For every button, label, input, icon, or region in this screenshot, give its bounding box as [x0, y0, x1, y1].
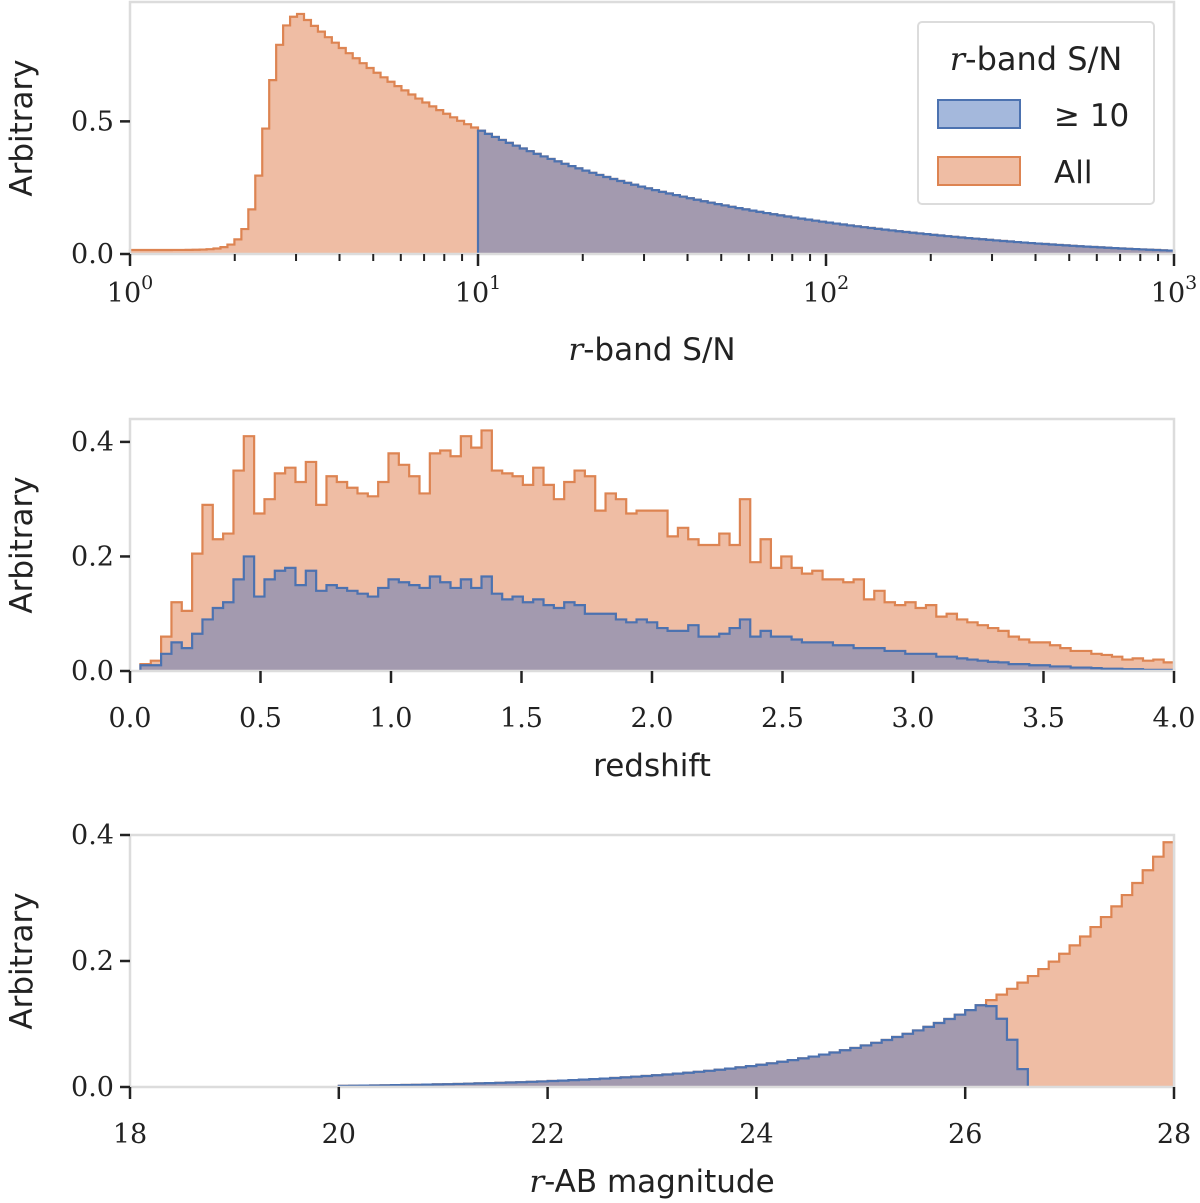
magnitude-xtick-label: 20	[322, 1119, 356, 1150]
redshift-hist-sn-outline	[139, 555, 1176, 671]
redshift-xtick-label: 1.5	[500, 703, 543, 734]
magnitude-panel: 0.0 0.2 0.4 18 20 22 24 26 28 Arbitrary r-AB mag…	[4, 820, 1191, 1200]
magnitude-xtick-label: 18	[113, 1119, 147, 1150]
snr-xtick-base: 10	[1151, 278, 1185, 309]
redshift-xtick-label: 0.5	[239, 703, 282, 734]
legend-label-sn: ≥ 10	[1054, 98, 1129, 134]
redshift-histograms	[139, 429, 1176, 671]
redshift-panel: 0.0 0.2 0.4 0.0 0.5 1.0 1.5 2.0 2.5 3.0 3.5 4.0 Arb…	[4, 417, 1195, 784]
snr-xtick-label: 103	[1151, 272, 1197, 309]
snr-xtick-exp: 3	[1185, 272, 1197, 294]
redshift-xtick-label: 4.0	[1153, 703, 1196, 734]
magnitude-xtick-label: 26	[948, 1119, 982, 1150]
redshift-xtick-label: 3.0	[892, 703, 935, 734]
magnitude-xtick-label: 24	[739, 1119, 773, 1150]
snr-ylabel: Arbitrary	[4, 59, 40, 196]
redshift-ylabel: Arbitrary	[4, 476, 40, 613]
redshift-xtick-label: 1.0	[370, 703, 413, 734]
redshift-ytick-label: 0.4	[71, 427, 114, 458]
snr-xtick-exp: 1	[489, 272, 501, 294]
snr-xtick-label: 102	[803, 272, 849, 309]
legend: r-band S/N ≥ 10 All	[917, 21, 1155, 205]
magnitude-xtick-label: 28	[1157, 1119, 1191, 1150]
snr-hist-sn-fill	[478, 130, 1174, 254]
snr-xlabel: r-band S/N	[568, 332, 735, 368]
snr-xtick-label: 101	[455, 272, 501, 309]
snr-plot-frame	[128, 0, 1176, 256]
redshift-hist-all-outline	[139, 429, 1176, 671]
magnitude-histograms	[337, 841, 1176, 1087]
snr-xtick-exp: 2	[837, 272, 849, 294]
legend-title: r-band S/N	[950, 40, 1123, 78]
snr-xtick-label: 100	[107, 272, 153, 309]
legend-swatch-all	[937, 156, 1021, 186]
redshift-xlabel: redshift	[593, 748, 711, 784]
magnitude-xtick-label: 22	[530, 1119, 564, 1150]
redshift-ticks: 0.0 0.2 0.4 0.0 0.5 1.0 1.5 2.0 2.5 3.0 3.5 4.0	[71, 427, 1195, 734]
magnitude-xlabel-italic: r	[529, 1164, 546, 1200]
snr-xtick-base: 10	[107, 278, 141, 309]
snr-xtick-base: 10	[455, 278, 489, 309]
magnitude-xlabel: r-AB magnitude	[529, 1164, 774, 1200]
redshift-hist-sn-fill	[140, 556, 1175, 671]
magnitude-ytick-label: 0.2	[71, 946, 114, 977]
magnitude-ytick-label: 0.0	[71, 1072, 114, 1103]
legend-label-all: All	[1054, 155, 1092, 191]
magnitude-ylabel: Arbitrary	[4, 892, 40, 1029]
magnitude-hist-sn-outline	[337, 1004, 1029, 1087]
magnitude-ticks: 0.0 0.2 0.4 18 20 22 24 26 28	[71, 820, 1191, 1150]
magnitude-ytick-label: 0.4	[71, 820, 114, 851]
snr-hist-sn-outline	[476, 129, 1176, 254]
redshift-ytick-label: 0.0	[71, 656, 114, 687]
legend-swatch-sn	[937, 99, 1021, 129]
redshift-xtick-label: 2.5	[761, 703, 804, 734]
legend-title-italic: r	[950, 40, 967, 78]
snr-xtick-exp: 0	[141, 272, 153, 294]
snr-hist-all-fill	[130, 13, 1174, 255]
snr-xlabel-rest: -band S/N	[583, 332, 735, 368]
magnitude-hist-sn-fill	[338, 1005, 1028, 1087]
legend-title-rest: -band S/N	[965, 40, 1122, 78]
snr-xlabel-italic: r	[568, 332, 585, 368]
redshift-ytick-label: 0.2	[71, 541, 114, 572]
snr-xtick-base: 10	[803, 278, 837, 309]
redshift-xtick-label: 0.0	[109, 703, 152, 734]
snr-ytick-label: 0.5	[71, 106, 114, 137]
snr-histograms	[128, 12, 1176, 255]
magnitude-xlabel-rest: -AB magnitude	[544, 1164, 775, 1200]
redshift-xtick-label: 3.5	[1022, 703, 1065, 734]
redshift-xtick-label: 2.0	[631, 703, 674, 734]
snr-ytick-label: 0.0	[71, 239, 114, 270]
